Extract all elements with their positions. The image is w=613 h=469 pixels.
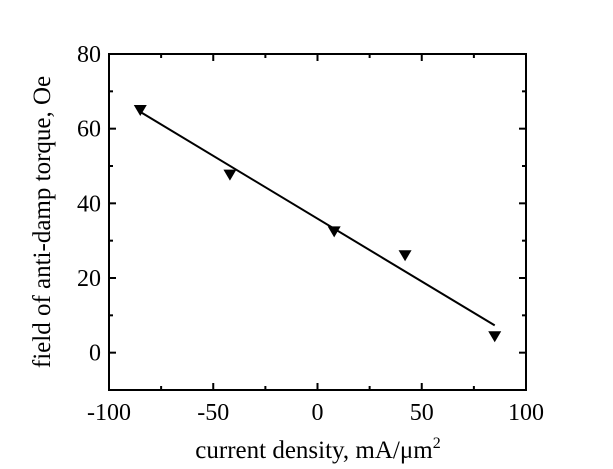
fit-line bbox=[139, 111, 496, 327]
x-axis-label: current density, mA/μm2 bbox=[195, 435, 440, 464]
x-tick-label: 50 bbox=[410, 400, 434, 426]
data-point bbox=[223, 169, 237, 181]
y-tick-label: 80 bbox=[77, 42, 101, 68]
x-tick-label: 100 bbox=[508, 400, 544, 426]
x-tick-label: 0 bbox=[312, 400, 324, 426]
x-tick-label: -100 bbox=[87, 400, 131, 426]
y-tick-label: 20 bbox=[77, 266, 101, 292]
y-axis-label: field of anti-damp torque, Oe bbox=[29, 76, 56, 368]
data-point bbox=[398, 250, 412, 262]
x-tick-label: -50 bbox=[197, 400, 229, 426]
data-point bbox=[133, 105, 147, 116]
data-point bbox=[488, 331, 502, 343]
y-tick-label: 0 bbox=[89, 341, 101, 367]
data-point bbox=[327, 226, 341, 238]
y-tick-label: 60 bbox=[77, 117, 101, 143]
plot-frame bbox=[108, 53, 527, 391]
y-tick-label: 40 bbox=[77, 191, 101, 217]
